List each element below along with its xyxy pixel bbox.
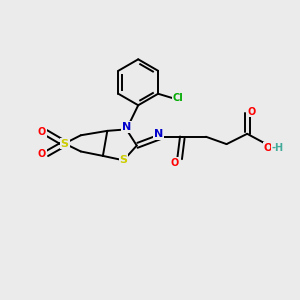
Text: N: N <box>122 122 131 132</box>
Text: -H: -H <box>272 142 284 153</box>
Text: O: O <box>248 107 256 117</box>
Text: O: O <box>263 142 272 153</box>
Text: Cl: Cl <box>173 93 184 103</box>
Text: N: N <box>154 129 164 140</box>
Text: O: O <box>38 127 46 137</box>
Text: S: S <box>61 139 69 148</box>
Text: O: O <box>38 149 46 159</box>
Text: S: S <box>119 155 128 165</box>
Text: O: O <box>171 158 179 168</box>
